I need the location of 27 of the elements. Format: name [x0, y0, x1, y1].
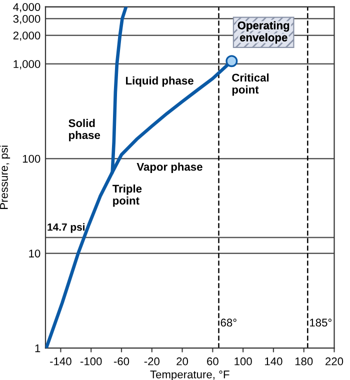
x-tick-label: 140	[265, 357, 282, 366]
annotation: Triple point	[112, 184, 142, 207]
x-tick-label: -60	[114, 357, 130, 366]
x-tick-label: 220	[326, 357, 344, 366]
annotation: Vapor phase	[136, 162, 202, 173]
y-tick-label: 4,000	[13, 3, 40, 12]
y-tick-label: 10	[29, 250, 40, 258]
x-tick-label: -140	[50, 357, 72, 366]
annotation: Critical point	[232, 73, 269, 96]
annotation: Solid phase	[68, 118, 100, 142]
y-tick-label: 3,000	[13, 14, 40, 24]
x-tick-label: 180	[295, 357, 313, 366]
y-tick-label: 1,000	[14, 60, 40, 70]
ref-line-label: 68°	[220, 318, 236, 327]
y-tick-label: 1	[35, 344, 40, 352]
ref-line-label: 185°	[310, 318, 332, 327]
y-axis-title: Pressure, psi	[0, 146, 10, 209]
x-tick-label: 60	[207, 357, 218, 366]
y-tick-label: 100	[22, 154, 40, 163]
x-tick-label: 20	[176, 357, 188, 366]
x-tick-label: -20	[144, 357, 160, 366]
ref-line-label: 14.7 psi	[48, 223, 84, 233]
x-tick-label: 100	[234, 357, 252, 366]
y-tick-label: 2,000	[13, 32, 40, 41]
annotation: Operating envelope	[238, 21, 290, 44]
x-tick-label: -100	[80, 357, 102, 366]
annotation: Liquid phase	[126, 76, 194, 87]
